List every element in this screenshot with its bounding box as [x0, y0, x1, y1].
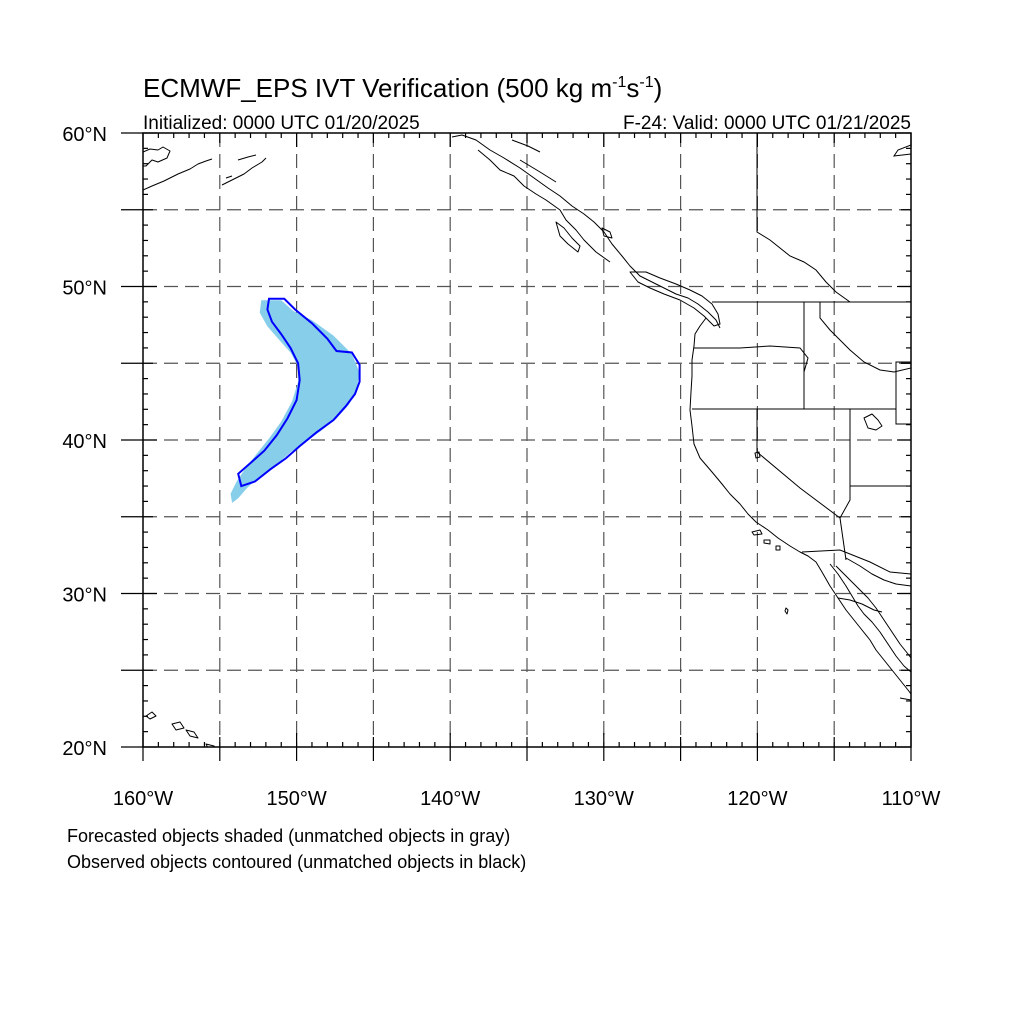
- figure-title: ECMWF_EPS IVT Verification (500 kg m-1s-…: [143, 73, 662, 103]
- graticule: [143, 133, 911, 747]
- lat-tick-label: 20°N: [62, 738, 107, 760]
- canada-province-borders: [756, 133, 911, 373]
- political-borders: [692, 133, 911, 575]
- observed-object-contour: [237, 297, 361, 488]
- caption-forecast: Forecasted objects shaded (unmatched obj…: [67, 826, 510, 846]
- us-west-coast: [689, 317, 911, 695]
- lon-tick-label: 140°W: [420, 788, 480, 810]
- alaska-peninsula-coast: [143, 146, 267, 191]
- lon-tick-label: 130°W: [574, 788, 634, 810]
- lon-tick-label: 150°W: [266, 788, 326, 810]
- alaska-bc-coast: [451, 134, 721, 329]
- great-salt-lake: [863, 413, 883, 431]
- title-superscript-2: -1: [639, 74, 653, 91]
- lat-tick-label: 40°N: [62, 431, 107, 453]
- title-unit-s: s: [626, 73, 639, 103]
- lat-tick-label: 60°N: [62, 124, 107, 146]
- title-superscript-1: -1: [612, 74, 626, 91]
- lat-tick-label: 50°N: [62, 278, 107, 300]
- ivt-objects: [230, 297, 361, 503]
- axis-tick-labels: 20°N 30°N 40°N 50°N 60°N 160°W 150°W 140°W 130°W…: [62, 124, 940, 810]
- title-suffix: ): [654, 73, 663, 103]
- valid-time-label: F-24: Valid: 0000 UTC 01/21/2025: [623, 113, 911, 134]
- axis-ticks: [121, 132, 912, 761]
- map-area: 20°N 30°N 40°N 50°N 60°N 160°W 150°W 140°W 130°W…: [62, 124, 940, 810]
- title-prefix: ECMWF_EPS IVT Verification (500 kg m: [143, 73, 612, 103]
- lake-tahoe: [754, 451, 761, 459]
- channel-islands: [751, 529, 789, 615]
- baja-california-coast: [829, 563, 911, 701]
- init-time-label: Initialized: 0000 UTC 01/20/2025: [143, 113, 420, 134]
- lon-tick-label: 120°W: [727, 788, 787, 810]
- hawaii-islands: [145, 711, 216, 747]
- lon-tick-label: 110°W: [882, 788, 941, 810]
- vancouver-island-coast: [629, 271, 721, 327]
- us-state-borders: [692, 302, 911, 575]
- mexico-coast: [845, 557, 911, 587]
- coastlines: [143, 134, 911, 747]
- caption-observed: Observed objects contoured (unmatched ob…: [67, 852, 526, 872]
- lat-tick-label: 30°N: [62, 585, 107, 607]
- lon-tick-label: 160°W: [113, 788, 173, 810]
